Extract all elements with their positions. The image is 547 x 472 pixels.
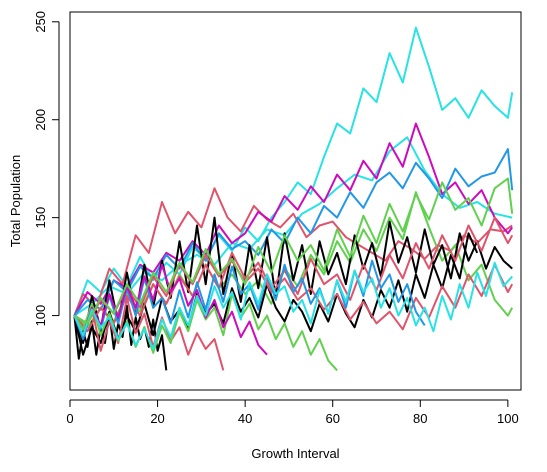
y-tick-label: 200 bbox=[33, 109, 48, 131]
x-tick-label: 40 bbox=[238, 411, 252, 426]
y-tick-label: 250 bbox=[33, 11, 48, 33]
series-line-10 bbox=[73, 296, 225, 371]
x-tick-label: 0 bbox=[66, 411, 73, 426]
x-tick-label: 80 bbox=[413, 411, 427, 426]
y-axis: 100 150 200 250 bbox=[33, 11, 60, 327]
series-line-5 bbox=[73, 148, 514, 317]
x-tick-label: 100 bbox=[497, 411, 519, 426]
x-axis-title: Growth Interval bbox=[251, 446, 339, 461]
series-line-16 bbox=[73, 261, 513, 350]
series-line-1 bbox=[73, 26, 514, 316]
plot-frame bbox=[69, 11, 522, 391]
y-tick-label: 100 bbox=[33, 305, 48, 327]
x-tick-label: 60 bbox=[325, 411, 339, 426]
series-line-14 bbox=[73, 293, 338, 372]
y-tick-label: 150 bbox=[33, 207, 48, 229]
x-tick-label: 20 bbox=[150, 411, 164, 426]
series-line-17 bbox=[73, 177, 514, 325]
x-axis: 0 20 40 60 80 100 bbox=[66, 399, 519, 426]
series-line-7 bbox=[73, 216, 513, 344]
y-axis-title: Total Population bbox=[8, 155, 23, 248]
series-layer bbox=[73, 26, 514, 372]
